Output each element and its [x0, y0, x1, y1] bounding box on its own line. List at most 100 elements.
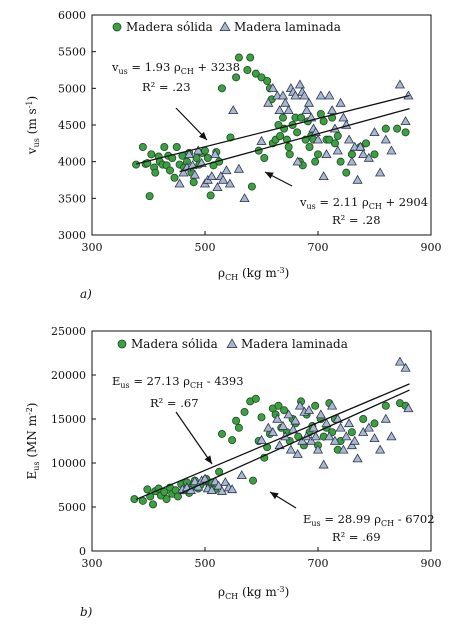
equation-label-1: vus = 1.93 ρCH + 3238 [111, 60, 240, 76]
data-point-triangle [327, 105, 338, 115]
data-point-triangle [346, 156, 357, 166]
data-point-triangle [394, 356, 406, 366]
legend-label-laminada: Madera laminada [234, 20, 341, 34]
data-point-circle [297, 113, 306, 122]
data-point-triangle [318, 459, 329, 469]
x-tick-label: 500 [195, 557, 216, 570]
data-point-triangle [174, 178, 185, 188]
data-point-triangle [358, 426, 369, 436]
data-point-triangle [220, 477, 231, 487]
data-point-circle [217, 84, 226, 93]
data-point-circle [234, 53, 243, 62]
data-point-circle [160, 142, 169, 151]
y-tick-label: 6000 [58, 9, 86, 22]
arrow-head [265, 172, 274, 179]
x-tick-label: 900 [421, 241, 442, 254]
data-point-triangle [239, 193, 250, 203]
data-point-triangle [267, 426, 278, 436]
data-point-triangle [193, 145, 204, 155]
data-point-triangle [263, 422, 274, 432]
data-point-circle [257, 73, 266, 82]
x-tick-label: 700 [308, 557, 329, 570]
data-point-triangle [369, 433, 380, 443]
data-point-circle [274, 401, 283, 410]
data-point-triangle [315, 90, 326, 100]
data-point-triangle [210, 149, 221, 159]
y-axis-label: vus (m s-1) [25, 96, 41, 155]
data-point-triangle [272, 413, 283, 423]
data-point-circle [170, 173, 179, 182]
panel-b-chart: 0 5000 10000 15000 20000 25000 300 500 700 900 Eus… [25, 325, 442, 619]
data-point-triangle [306, 435, 317, 445]
data-point-circle [132, 160, 141, 169]
data-point-triangle [224, 178, 235, 188]
data-point-triangle [363, 152, 374, 162]
y-tick-label: 0 [79, 545, 86, 558]
y-tick-label: 4500 [58, 119, 86, 132]
arrow-head [198, 131, 207, 140]
r-squared-label-2: R² = .28 [332, 213, 381, 227]
data-point-triangle [299, 90, 310, 100]
data-point-circle [333, 131, 342, 140]
data-point-triangle [256, 434, 267, 444]
data-point-triangle [301, 105, 312, 115]
data-point-circle [246, 53, 255, 62]
data-point-triangle [341, 431, 352, 441]
y-axis-label: Eus (MN m-2) [25, 403, 41, 480]
panel-label: b) [80, 605, 93, 619]
r-squared-label-1: R² = .67 [150, 396, 199, 410]
data-point-triangle [285, 444, 296, 454]
data-point-triangle [308, 422, 319, 432]
y-tick-label: 5000 [58, 82, 86, 95]
data-point-circle [347, 428, 356, 437]
data-point-circle [165, 166, 174, 175]
data-point-triangle [346, 440, 357, 450]
data-point-circle [247, 182, 256, 191]
y-tick-label: 5000 [58, 501, 86, 514]
data-point-triangle [380, 413, 391, 423]
data-point-circle [311, 157, 320, 166]
data-point-triangle [400, 116, 411, 126]
data-point-triangle [315, 409, 326, 419]
data-point-triangle [189, 169, 200, 179]
data-point-circle [313, 150, 322, 159]
data-point-circle [138, 142, 147, 151]
data-point-triangle [178, 167, 189, 177]
data-point-triangle [312, 134, 324, 144]
data-point-triangle [233, 163, 244, 173]
data-point-triangle [338, 112, 349, 122]
data-point-triangle [321, 418, 332, 428]
data-point-circle [319, 117, 328, 126]
data-point-circle [311, 401, 320, 410]
regression-line-2 [179, 108, 410, 173]
data-point-circle [257, 413, 266, 422]
data-point-triangle [403, 90, 414, 100]
data-point-triangle [386, 431, 397, 441]
y-tick-label: 25000 [51, 325, 86, 338]
data-point-circle [401, 128, 410, 137]
data-point-triangle [236, 470, 247, 480]
data-point-triangle [343, 418, 355, 428]
y-tick-label: 20000 [51, 369, 86, 382]
data-point-circle [217, 429, 226, 438]
data-point-circle [234, 423, 243, 432]
data-point-triangle [228, 105, 239, 115]
data-point-circle [243, 66, 252, 75]
data-point-triangle [303, 404, 315, 414]
annotation-arrow [175, 411, 213, 465]
data-point-triangle [263, 97, 274, 107]
data-point-triangle [349, 435, 360, 445]
data-point-circle [305, 142, 314, 151]
data-point-circle [232, 416, 241, 425]
data-point-circle [362, 139, 371, 148]
data-point-triangle [324, 90, 335, 100]
panel-a-chart: 3000 3500 4000 4500 5000 5500 6000 300 500 700 900… [25, 9, 442, 301]
y-tick-label: 3500 [58, 192, 86, 205]
data-point-circle [285, 150, 294, 159]
legend-triangle-icon [226, 338, 238, 349]
r-squared-label-1: R² = .23 [142, 80, 191, 94]
data-point-circle [147, 150, 156, 159]
x-tick-label: 300 [82, 241, 103, 254]
data-point-triangle [312, 444, 324, 454]
data-point-triangle [318, 171, 329, 181]
